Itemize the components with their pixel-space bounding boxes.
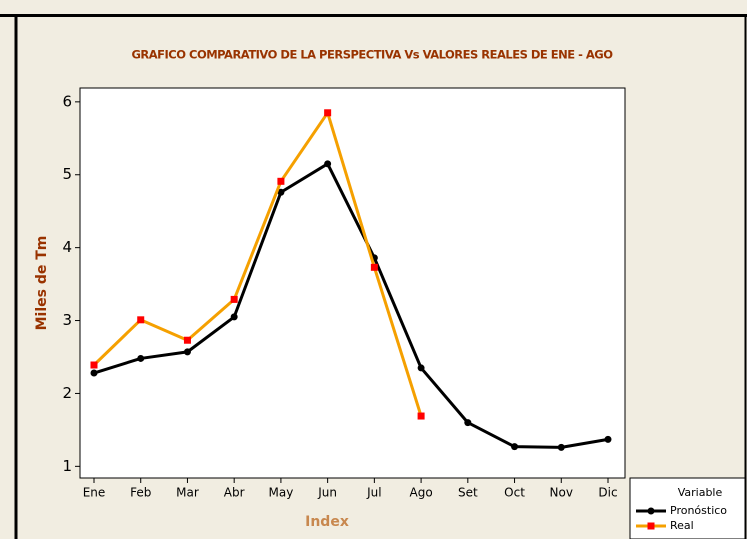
y-tick-label: 2	[62, 384, 72, 402]
point	[230, 295, 238, 303]
point	[90, 361, 98, 369]
plot-area	[79, 87, 626, 479]
x-tick-label: Abr	[224, 486, 245, 500]
series-line	[92, 111, 423, 417]
point	[557, 443, 565, 451]
legend-label: Pronóstico	[670, 504, 727, 517]
point	[137, 354, 145, 362]
x-tick-label: Oct	[504, 486, 525, 500]
chart-title: GRAFICO COMPARATIVO DE LA PERSPECTIVA Vs…	[131, 48, 613, 62]
x-tick-label: Dic	[598, 486, 617, 500]
point	[90, 369, 98, 377]
point	[370, 263, 378, 271]
point	[183, 348, 191, 356]
x-tick-label: Ene	[83, 486, 106, 500]
point	[183, 336, 191, 344]
point	[417, 412, 425, 420]
x-tick-label: Jun	[317, 486, 337, 500]
legend-marker	[647, 522, 655, 530]
y-tick-label: 1	[62, 457, 72, 475]
y-tick-label: 4	[62, 238, 72, 256]
point	[324, 160, 332, 168]
y-tick-label: 5	[62, 165, 72, 183]
point	[277, 188, 285, 196]
legend-label: Real	[670, 519, 694, 532]
x-tick-label: Feb	[130, 486, 151, 500]
legend-title: Variable	[678, 486, 723, 499]
x-tick-label: Nov	[550, 486, 573, 500]
y-tick-label: 6	[62, 92, 72, 110]
point	[604, 435, 612, 443]
point	[417, 364, 425, 372]
x-tick-label: Mar	[176, 486, 199, 500]
x-tick-label: Jul	[366, 486, 381, 500]
y-axis-label: Miles de Tm	[34, 236, 50, 331]
point	[324, 109, 332, 117]
y-tick-label: 3	[62, 311, 72, 329]
point	[277, 177, 285, 185]
x-tick-label: Ago	[410, 486, 433, 500]
x-tick-label: Set	[458, 486, 478, 500]
series-line	[93, 162, 609, 449]
x-axis-label: Index	[305, 514, 349, 530]
point	[511, 443, 519, 451]
point	[137, 316, 145, 324]
x-tick-label: May	[269, 486, 294, 500]
point	[230, 313, 238, 321]
legend-marker	[647, 507, 655, 515]
point	[464, 419, 472, 427]
